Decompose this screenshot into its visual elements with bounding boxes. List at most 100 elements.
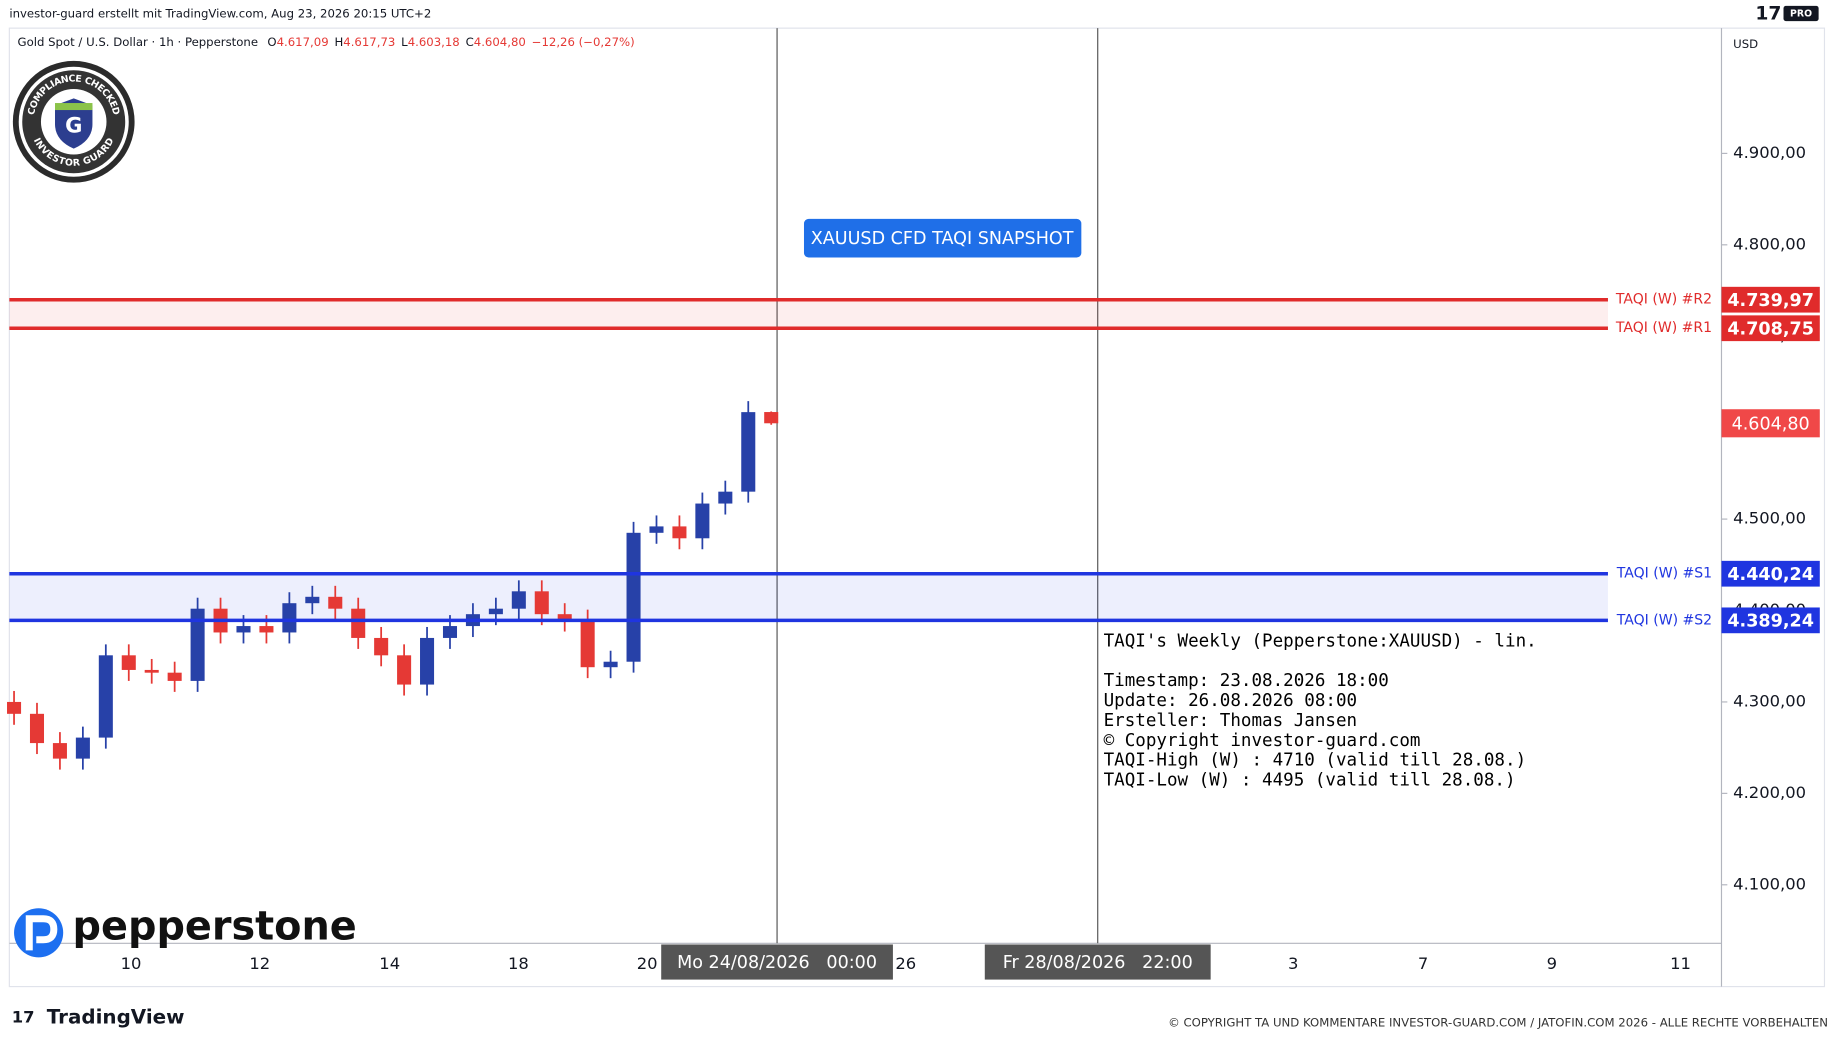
candle-body — [121, 655, 136, 670]
footer-brand: TradingView — [47, 1006, 185, 1029]
level-name: TAQI (W) #S2 — [1616, 612, 1712, 628]
level-name: TAQI (W) #S1 — [1616, 566, 1712, 582]
candle-body — [167, 672, 182, 681]
candle-body — [603, 661, 618, 668]
y-tick-label: 4.200,00 — [1733, 783, 1806, 802]
note-line: TAQI-High (W) : 4710 (valid till 28.08.) — [1104, 751, 1527, 771]
currency: USD — [1733, 37, 1758, 51]
candle-body — [580, 620, 595, 668]
symbol-legend: Gold Spot / U.S. Dollar · 1h · Peppersto… — [18, 35, 635, 49]
candle-body — [374, 637, 389, 656]
level-zone — [9, 573, 1608, 621]
x-tick-label: 11 — [1670, 954, 1691, 973]
candle-body — [328, 596, 343, 609]
tv-icon: 17 — [12, 1008, 35, 1027]
note-title: TAQI's Weekly (Pepperstone:XAUUSD) - lin… — [1104, 631, 1537, 651]
level-price: 4.389,24 — [1727, 612, 1814, 632]
note-line: Update: 26.08.2026 08:00 — [1104, 691, 1358, 711]
footer: 17 TradingView © COPYRIGHT TA UND KOMMEN… — [12, 1006, 1828, 1030]
level-zone — [9, 299, 1608, 329]
last-price: 4.604,80 — [1732, 414, 1810, 434]
candle-body — [236, 626, 251, 633]
x-tick-label: 7 — [1418, 954, 1428, 973]
ohlc-value: 4.604,80 — [474, 35, 526, 49]
y-tick-label: 4.800,00 — [1733, 234, 1806, 253]
level-price-box — [1721, 315, 1820, 342]
ohlc-key: L — [401, 35, 408, 49]
change: −12,26 (−0,27%) — [532, 35, 635, 49]
crosshair-label: Fr 28/08/2026 22:00 — [1003, 953, 1193, 973]
x-tick-label: 20 — [637, 954, 658, 973]
level-price: 4.440,24 — [1727, 565, 1814, 585]
candle-body — [29, 713, 45, 744]
tv-mark: 17 — [1755, 4, 1781, 25]
candle-body — [442, 626, 458, 638]
snapshot-button[interactable]: XAUUSD CFD TAQI SNAPSHOT — [803, 218, 1082, 258]
level-price-box — [1721, 607, 1820, 634]
candle-body — [488, 608, 503, 615]
candle-body — [649, 526, 664, 533]
candle-body — [7, 701, 22, 714]
candle-body — [259, 626, 274, 633]
footer-copyright: © COPYRIGHT TA UND KOMMENTARE INVESTOR-G… — [1168, 1015, 1828, 1029]
button-label[interactable]: XAUUSD CFD TAQI SNAPSHOT — [811, 229, 1074, 249]
y-tick-label: 4.500,00 — [1733, 509, 1806, 528]
pro-box — [1783, 5, 1819, 22]
candle-body — [626, 532, 641, 662]
broker-logo: pepperstone — [14, 904, 357, 958]
broker-icon-p — [25, 915, 58, 951]
y-tick-label: 4.100,00 — [1733, 874, 1806, 893]
x-tick-label: 18 — [508, 954, 529, 973]
candle-body — [672, 526, 687, 539]
compliance-badge: G COMPLIANCE CHECKED INVESTOR GUARD — [12, 60, 135, 183]
candle-body — [75, 737, 90, 759]
crosshair-box — [661, 944, 893, 980]
x-tick-label: 9 — [1547, 954, 1557, 973]
candle-body — [397, 655, 412, 685]
last-price-box — [1721, 409, 1820, 438]
candle-body — [190, 608, 205, 681]
x-tick-label: 14 — [379, 954, 400, 973]
note-line: Timestamp: 23.08.2026 18:00 — [1104, 671, 1389, 691]
x-tick-label: 26 — [895, 954, 916, 973]
candle-body — [511, 591, 526, 609]
candle-body — [534, 591, 549, 615]
badge-stripe — [55, 103, 93, 111]
note-line: Ersteller: Thomas Jansen — [1104, 711, 1358, 731]
symbol: Gold Spot / U.S. Dollar · 1h · Peppersto… — [18, 35, 258, 49]
note-line: © Copyright investor-guard.com — [1104, 731, 1421, 751]
button-bg[interactable] — [803, 218, 1082, 258]
x-tick-label: 3 — [1288, 954, 1298, 973]
ohlc-key: H — [334, 35, 343, 49]
level-price-box — [1721, 286, 1820, 313]
level-price: 4.739,97 — [1727, 291, 1814, 311]
level-price: 4.708,75 — [1727, 319, 1814, 339]
candle-body — [52, 743, 67, 759]
chart-frame — [8, 27, 1826, 988]
x-tick-label: 12 — [249, 954, 270, 973]
candle-body — [695, 503, 710, 539]
y-tick-label: 4.900,00 — [1733, 143, 1806, 162]
ohlc-value: 4.603,18 — [408, 35, 460, 49]
candle-body — [282, 603, 297, 633]
crosshair-label: Mo 24/08/2026 00:00 — [677, 953, 877, 973]
broker-name: pepperstone — [73, 904, 357, 950]
plot — [7, 28, 1608, 944]
candle-body — [351, 608, 366, 638]
candle-body — [557, 614, 572, 621]
y-tick-label: 4.300,00 — [1733, 691, 1806, 710]
crosshair-box — [984, 944, 1211, 980]
candle-body — [741, 412, 756, 492]
badge-shield — [55, 98, 93, 149]
level-name: TAQI (W) #R2 — [1615, 292, 1712, 308]
badge-letter: G — [65, 112, 82, 137]
ohlc-key: O — [267, 35, 276, 49]
note-line: TAQI-Low (W) : 4495 (valid till 28.08.) — [1104, 771, 1516, 791]
x-tick-label: 10 — [121, 954, 142, 973]
candle-body — [718, 491, 733, 504]
ohlc-value: 4.617,73 — [343, 35, 395, 49]
candle-body — [764, 412, 779, 424]
